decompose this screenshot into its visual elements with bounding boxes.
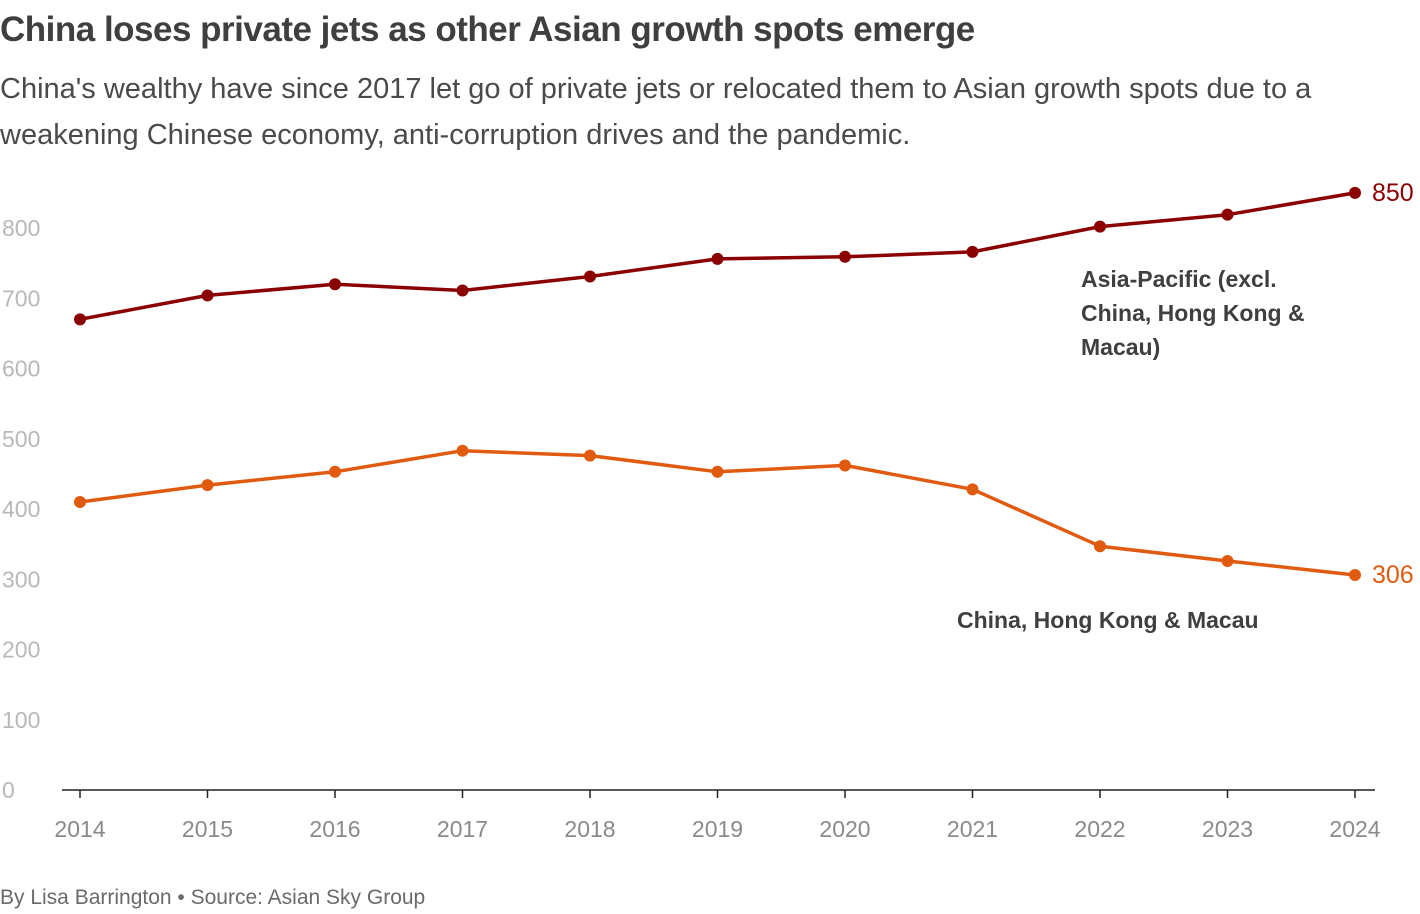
y-tick-label: 400 xyxy=(2,496,40,522)
data-point-asia-pacific xyxy=(1094,220,1106,233)
x-tick-label: 2020 xyxy=(819,816,870,842)
data-point-china-hk-macau xyxy=(1094,540,1106,553)
data-point-asia-pacific xyxy=(456,284,469,297)
series-label-line: China, Hong Kong & xyxy=(1081,300,1305,326)
data-point-asia-pacific xyxy=(201,289,214,302)
data-point-asia-pacific xyxy=(711,252,724,265)
data-point-asia-pacific xyxy=(74,313,86,326)
x-tick-label: 2014 xyxy=(54,816,105,842)
end-value-label: 850 xyxy=(1372,179,1414,207)
data-point-china-hk-macau xyxy=(1221,554,1234,567)
data-point-asia-pacific xyxy=(1349,186,1361,199)
x-tick-label: 2016 xyxy=(309,816,360,842)
x-tick-label: 2022 xyxy=(1074,816,1125,842)
x-tick-label: 2023 xyxy=(1202,816,1253,842)
end-value-label: 306 xyxy=(1372,561,1414,589)
data-point-asia-pacific xyxy=(1221,208,1234,221)
data-point-asia-pacific xyxy=(584,270,596,283)
y-tick-label: 100 xyxy=(2,707,40,733)
x-tick-label: 2018 xyxy=(564,816,615,842)
data-point-china-hk-macau xyxy=(201,479,214,492)
y-tick-label: 700 xyxy=(2,285,40,311)
x-tick-label: 2019 xyxy=(692,816,743,842)
chart-source-footer: By Lisa Barrington • Source: Asian Sky G… xyxy=(0,886,426,909)
x-tick-label: 2024 xyxy=(1329,816,1380,842)
data-point-china-hk-macau xyxy=(966,483,979,496)
y-tick-label: 0 xyxy=(2,777,15,803)
y-tick-label: 800 xyxy=(2,215,40,241)
series-label-line: Asia-Pacific (excl. xyxy=(1081,266,1277,292)
x-tick-label: 2021 xyxy=(947,816,998,842)
series-label-asia-pacific: Asia-Pacific (excl. China, Hong Kong & Mac… xyxy=(1081,266,1305,360)
data-point-asia-pacific xyxy=(966,245,979,258)
data-point-asia-pacific xyxy=(329,278,341,291)
y-tick-label: 500 xyxy=(2,426,40,452)
y-tick-label: 200 xyxy=(2,637,40,663)
data-point-china-hk-macau xyxy=(711,465,724,478)
data-point-asia-pacific xyxy=(839,250,851,263)
series-label-line: China, Hong Kong & Macau xyxy=(957,607,1259,633)
chart-subtitle: China's wealthy have since 2017 let go o… xyxy=(0,73,1312,151)
x-tick-label: 2017 xyxy=(437,816,488,842)
data-point-china-hk-macau xyxy=(456,444,469,457)
x-tick-label: 2015 xyxy=(182,816,233,842)
data-point-china-hk-macau xyxy=(329,465,341,478)
data-point-china-hk-macau xyxy=(1349,569,1361,582)
y-tick-label: 300 xyxy=(2,566,40,592)
series-label-china-hk-macau: China, Hong Kong & Macau xyxy=(957,607,1259,633)
data-point-china-hk-macau xyxy=(584,449,596,462)
chart-title: China loses private jets as other Asian … xyxy=(0,10,975,49)
y-tick-label: 600 xyxy=(2,356,40,382)
series-label-line: Macau) xyxy=(1081,334,1160,360)
data-point-china-hk-macau xyxy=(839,459,851,472)
data-point-china-hk-macau xyxy=(74,495,86,508)
